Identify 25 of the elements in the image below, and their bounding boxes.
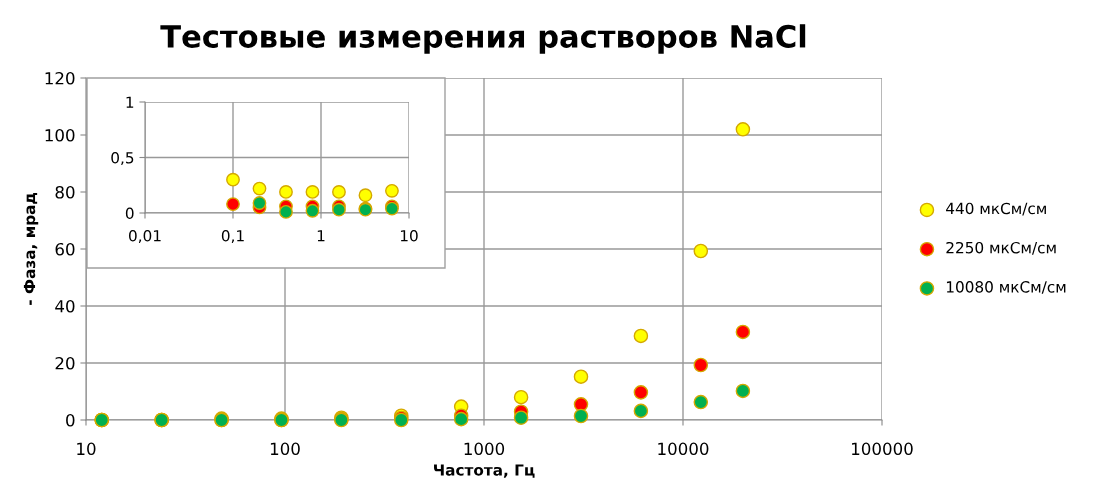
legend-label: 2250 мкСм/см [946,241,1056,255]
chart-title: Тестовые измерения растворов NaCl [160,24,806,54]
x-tick-label: 100 [270,442,300,456]
y-axis-title: - Фаза, мрад [23,193,39,305]
y-tick-label: 1 [126,96,134,108]
legend-label: 440 мкСм/см [946,202,1046,216]
x-tick-label: 1 [317,230,325,242]
y-tick-label: 100 [45,128,75,142]
legend-label: 10080 мкСм/см [946,281,1066,294]
y-tick-label: 120 [45,71,75,85]
x-tick-label: 0,01 [129,229,161,244]
y-tick-label: 80 [55,185,75,199]
x-tick-label: 100000 [852,442,913,456]
x-tick-label: 0,1 [221,229,244,244]
x-tick-label: 10 [400,229,418,242]
y-tick-label: 60 [55,242,75,256]
y-tick-label: 20 [55,356,75,370]
x-tick-label: 10 [77,442,96,456]
x-tick-label: 10000 [658,442,709,456]
x-tick-label: 1000 [464,442,505,456]
y-tick-label: 0,5 [111,151,134,166]
y-tick-label: 0 [66,413,75,427]
x-axis-title: Частота, Гц [434,464,535,478]
y-tick-label: 0 [125,207,134,220]
y-tick-label: 40 [55,299,75,313]
